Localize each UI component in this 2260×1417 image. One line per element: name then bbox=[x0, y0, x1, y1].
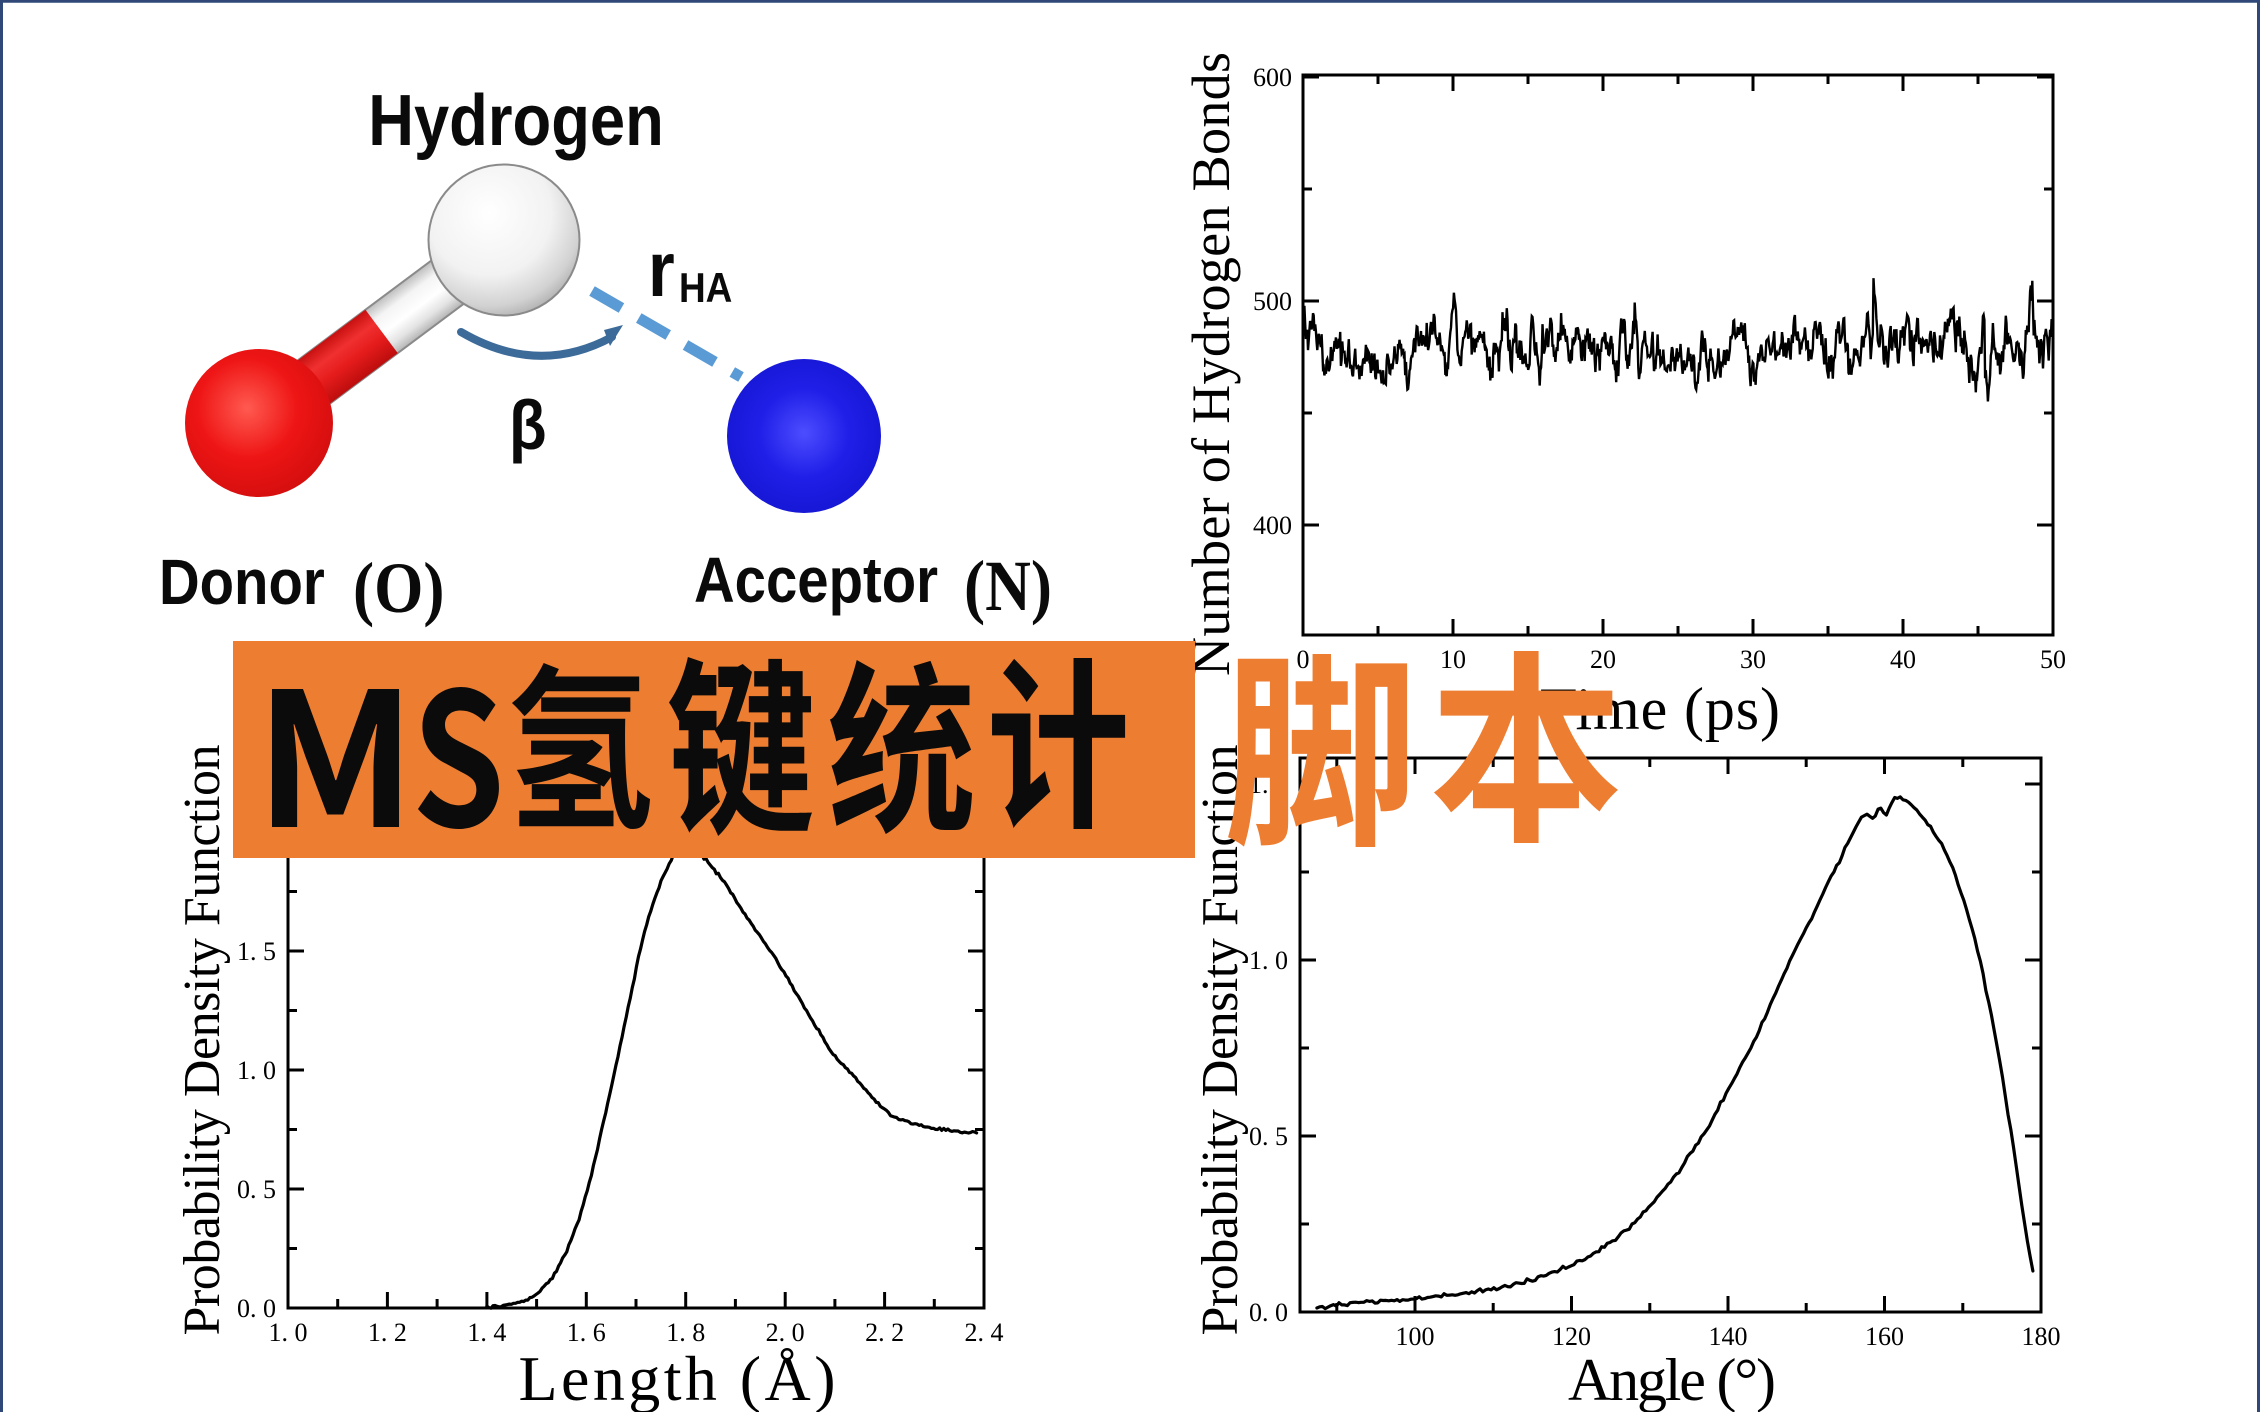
svg-text:30: 30 bbox=[1740, 645, 1766, 674]
svg-text:0. 0: 0. 0 bbox=[1249, 1298, 1288, 1327]
svg-text:100: 100 bbox=[1396, 1322, 1435, 1351]
svg-text:Number of Hydrogen Bonds: Number of Hydrogen Bonds bbox=[1181, 52, 1241, 676]
svg-text:1. 5: 1. 5 bbox=[237, 937, 276, 966]
svg-text:Acceptor: Acceptor bbox=[694, 544, 938, 616]
svg-text:0. 5: 0. 5 bbox=[237, 1175, 276, 1204]
svg-text:r: r bbox=[648, 225, 675, 313]
svg-text:400: 400 bbox=[1253, 511, 1292, 540]
svg-text:20: 20 bbox=[1590, 645, 1616, 674]
svg-text:2. 0: 2. 0 bbox=[766, 1318, 805, 1347]
svg-text:1. 0: 1. 0 bbox=[237, 1056, 276, 1085]
svg-text:0. 0: 0. 0 bbox=[237, 1294, 276, 1323]
svg-text:1. 4: 1. 4 bbox=[467, 1318, 506, 1347]
svg-text:HA: HA bbox=[679, 265, 732, 312]
svg-text:0. 5: 0. 5 bbox=[1249, 1122, 1288, 1151]
svg-text:2. 2: 2. 2 bbox=[865, 1318, 904, 1347]
svg-text:Length (Å): Length (Å) bbox=[519, 1343, 836, 1412]
svg-text:1. 2: 1. 2 bbox=[368, 1318, 407, 1347]
svg-text:Probability Density Function: Probability Density Function bbox=[174, 745, 231, 1336]
svg-text:0: 0 bbox=[1297, 645, 1310, 674]
svg-text:10: 10 bbox=[1440, 645, 1466, 674]
svg-text:40: 40 bbox=[1890, 645, 1916, 674]
svg-text:600: 600 bbox=[1253, 63, 1292, 92]
svg-text:Angle (°): Angle (°) bbox=[1568, 1347, 1776, 1412]
svg-text:120: 120 bbox=[1552, 1322, 1591, 1351]
svg-text:β: β bbox=[509, 385, 547, 464]
svg-text:1. 0: 1. 0 bbox=[1249, 946, 1288, 975]
svg-text:180: 180 bbox=[2022, 1322, 2061, 1351]
svg-text:140: 140 bbox=[1709, 1322, 1748, 1351]
svg-text:2. 4: 2. 4 bbox=[965, 1318, 1004, 1347]
svg-text:(O): (O) bbox=[353, 548, 444, 628]
svg-text:1. 8: 1. 8 bbox=[666, 1318, 705, 1347]
svg-text:50: 50 bbox=[2040, 645, 2066, 674]
svg-text:Hydrogen: Hydrogen bbox=[368, 81, 664, 161]
svg-text:500: 500 bbox=[1253, 287, 1292, 316]
svg-text:1. 6: 1. 6 bbox=[567, 1318, 606, 1347]
svg-text:160: 160 bbox=[1865, 1322, 1904, 1351]
svg-text:Donor: Donor bbox=[159, 546, 325, 618]
svg-text:(N): (N) bbox=[964, 546, 1052, 626]
svg-text:1. 0: 1. 0 bbox=[269, 1318, 308, 1347]
